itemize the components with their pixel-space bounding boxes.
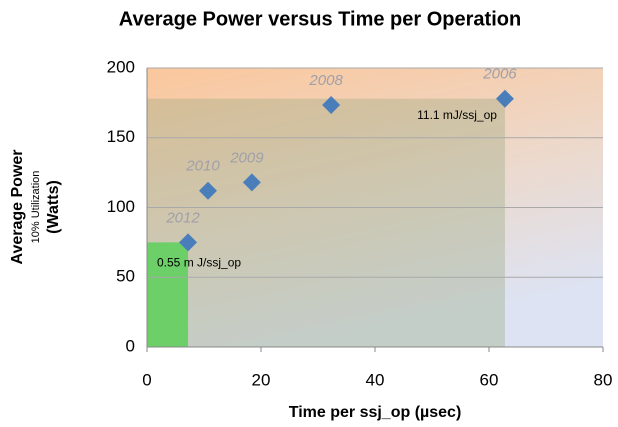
y-axis-label-line: Average Power — [9, 149, 26, 264]
point-label: 2006 — [482, 66, 517, 83]
y-axis-label-line: 10% Utilization — [30, 171, 42, 244]
x-tick-label: 40 — [366, 370, 385, 389]
point-label: 2009 — [229, 149, 264, 166]
y-tick-label: 0 — [126, 336, 135, 355]
y-tick-label: 100 — [107, 197, 135, 216]
annotation: 0.55 m J/ssj_op — [157, 256, 241, 270]
energy-box — [147, 242, 189, 347]
point — [179, 233, 198, 252]
energy-box — [147, 98, 505, 347]
point-label: 2008 — [308, 72, 343, 89]
annotation: 11.1 mJ/ssj_op — [417, 108, 497, 122]
x-axis-label: Time per ssj_op (µsec) — [289, 404, 462, 421]
y-axis-label-line: (Watts) — [45, 180, 62, 234]
point — [495, 89, 514, 108]
y-axis-label: Average Power 10% Utilization (Watts) — [9, 149, 62, 264]
point-label: 2012 — [165, 209, 200, 226]
y-tick-label: 200 — [107, 57, 135, 76]
y-tick-label: 150 — [107, 127, 135, 146]
x-tick-label: 80 — [594, 370, 613, 389]
y-tick-label: 50 — [116, 267, 135, 286]
point-label: 2010 — [185, 158, 220, 175]
point — [242, 173, 261, 192]
x-tick-label: 60 — [480, 370, 499, 389]
point — [322, 95, 341, 114]
x-tick-label: 0 — [142, 370, 151, 389]
x-tick-label: 20 — [252, 370, 271, 389]
chart-title: Average Power versus Time per Operation — [119, 8, 521, 30]
point — [198, 181, 217, 200]
